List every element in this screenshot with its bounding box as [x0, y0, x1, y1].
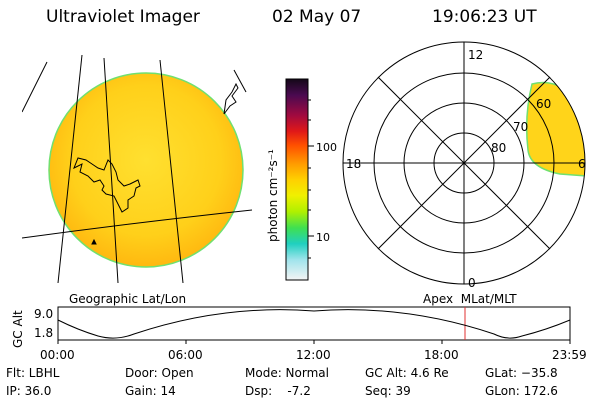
- earth-disk-panel: [22, 54, 253, 283]
- seq-info: Seq: 39: [365, 384, 411, 398]
- earth-disk: [48, 72, 244, 268]
- time-label: 19:06:23 UT: [432, 7, 537, 27]
- polar-grid: [342, 41, 586, 285]
- polar-plot: 12 18 0 6 60 70 80: [342, 41, 586, 290]
- altitude-plot-frame: [57, 306, 571, 341]
- door-info: Door: Open: [125, 366, 194, 380]
- left-projection-label: Geographic Lat/Lon: [69, 292, 186, 306]
- gain-info: Gain: 14: [125, 384, 176, 398]
- gc-alt-info: GC Alt: 4.6 Re: [365, 366, 449, 380]
- colorbar-scale: [285, 78, 309, 281]
- altitude-x-tick-0000: 00:00: [40, 348, 75, 362]
- altitude-plot: 9.0 1.8 GC Alt 00:00 06:00 12:00 18:00 2…: [11, 306, 587, 362]
- altitude-x-ticks: [57, 340, 571, 344]
- altitude-x-tick-1200: 12:00: [296, 348, 331, 362]
- mlat-label-60: 60: [536, 97, 551, 111]
- dsp-info: Dsp: -7.2: [245, 384, 311, 398]
- mlt-label-18: 18: [346, 157, 361, 171]
- altitude-x-tick-0600: 06:00: [168, 348, 203, 362]
- mlat-label-80: 80: [491, 141, 506, 155]
- colorbar-tick-low: 10: [316, 231, 330, 244]
- colorbar-tick-high: 100: [316, 141, 337, 154]
- lat-lon-grid: [22, 54, 253, 283]
- colorbar-unit-label: photon cm⁻²s⁻¹: [266, 149, 280, 242]
- colorbar-ticks: [308, 99, 314, 259]
- altitude-x-tick-1800: 18:00: [424, 348, 459, 362]
- right-projection-label: Apex MLat/MLT: [423, 292, 517, 306]
- coastline-fragment: [223, 82, 239, 115]
- instrument-title: Ultraviolet Imager: [46, 7, 200, 27]
- altitude-y-axis-label: GC Alt: [11, 310, 25, 348]
- altitude-y-tick-low: 1.8: [34, 326, 53, 340]
- colorbar: 100 10 photon cm⁻²s⁻¹: [266, 78, 337, 281]
- ip-info: IP: 36.0: [6, 384, 52, 398]
- filter-info: Flt: LBHL: [6, 366, 60, 380]
- mlt-label-12: 12: [468, 48, 483, 62]
- coastline: [73, 157, 141, 245]
- mode-info: Mode: Normal: [245, 366, 329, 380]
- altitude-y-tick-high: 9.0: [34, 307, 53, 321]
- altitude-x-tick-2359: 23:59: [552, 348, 587, 362]
- mlt-label-6: 6: [578, 157, 586, 171]
- glon-info: GLon: 172.6: [485, 384, 558, 398]
- glat-info: GLat: −35.8: [485, 366, 558, 380]
- date-label: 02 May 07: [272, 7, 362, 27]
- altitude-curve: [57, 309, 571, 339]
- mlat-label-70: 70: [513, 120, 528, 134]
- mlt-label-0: 0: [468, 276, 476, 290]
